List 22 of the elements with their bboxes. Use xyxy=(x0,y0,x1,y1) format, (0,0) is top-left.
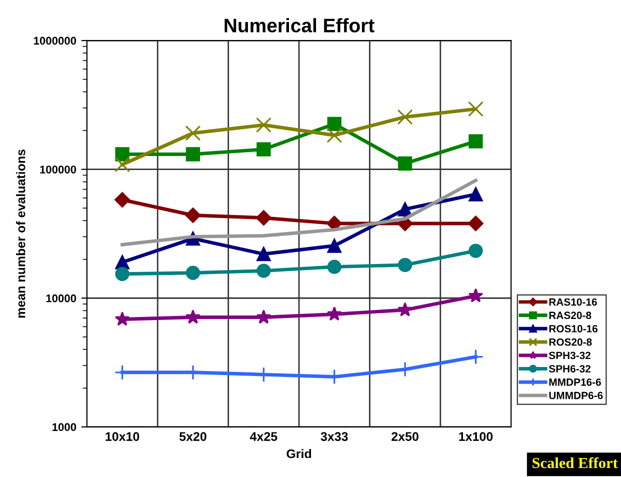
legend-label: ROS20-8 xyxy=(549,338,592,346)
y-tick-label: 100000 xyxy=(40,166,76,174)
legend-label: RAS10-16 xyxy=(549,298,597,306)
text: Scaled Effort xyxy=(532,457,618,468)
x-tick-label: 2x50 xyxy=(392,432,418,441)
x-tick-label: 1x100 xyxy=(459,432,493,441)
x-tick-label: 5x20 xyxy=(179,432,206,441)
y-tick-label: 1000000 xyxy=(34,36,76,45)
legend-label: RAS20-8 xyxy=(549,312,592,320)
x-tick-label: 10x10 xyxy=(106,432,140,441)
legend-label: SPH6-32 xyxy=(548,365,591,372)
x-tick-label: 4x25 xyxy=(250,432,278,441)
y-tick-label: 1000 xyxy=(52,423,76,432)
y-axis-title: mean number of evaluations xyxy=(16,149,26,318)
chart-title: Numerical Effort xyxy=(224,18,374,32)
legend-label: MMDP16-6 xyxy=(549,378,601,386)
legend-label: ROS10-16 xyxy=(549,325,598,332)
y-tick-label: 10000 xyxy=(46,294,76,302)
legend-label: UMMDP6-6 xyxy=(549,392,603,400)
x-axis-title: Grid xyxy=(286,448,312,458)
legend-label: SPH3-32 xyxy=(548,352,591,360)
x-tick-label: 3x33 xyxy=(320,432,348,441)
